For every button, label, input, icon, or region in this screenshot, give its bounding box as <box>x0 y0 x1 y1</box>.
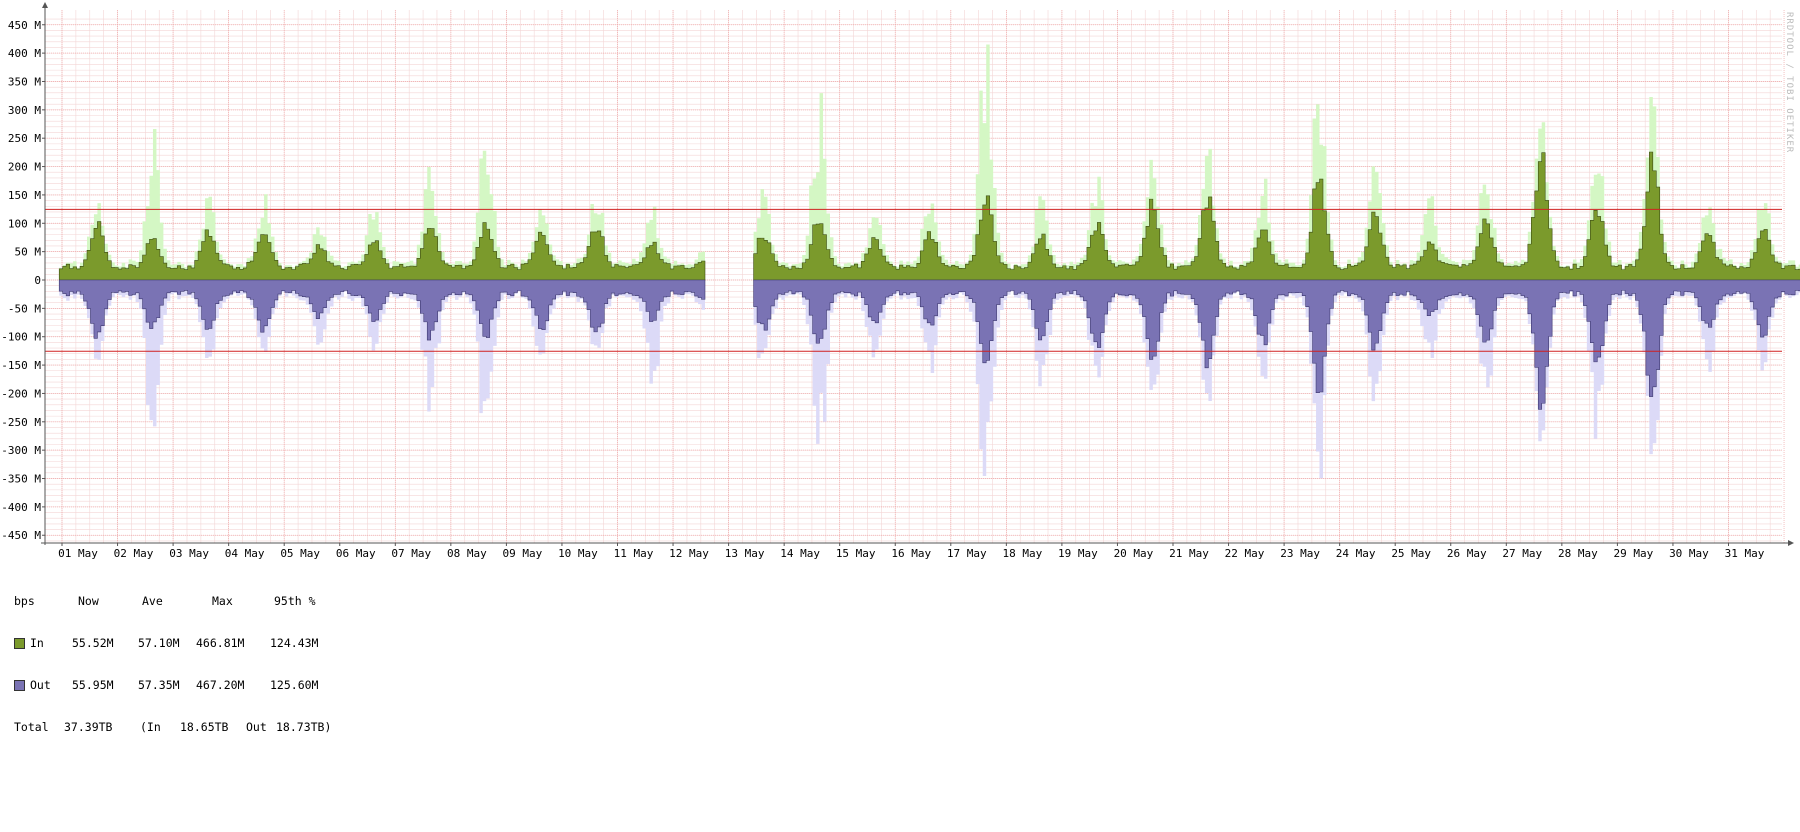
x-tick-label: 21 May <box>1169 547 1209 560</box>
in-avg-area <box>58 221 706 281</box>
rrdtool-watermark: RRDTOOL / TOBI OETIKER <box>1784 12 1794 154</box>
legend: bps Now Ave Max 95th % In 55.52M 57.10M … <box>14 566 331 748</box>
x-tick-label: 05 May <box>280 547 320 560</box>
x-tick-label: 03 May <box>169 547 209 560</box>
out-avg-area <box>753 279 1800 410</box>
y-tick-label: -100 M <box>1 331 41 344</box>
x-tick-label: 24 May <box>1336 547 1376 560</box>
y-tick-label: -200 M <box>1 387 41 400</box>
in-label: In <box>30 636 44 650</box>
out-swatch <box>14 680 25 691</box>
out-now: 55.95M <box>72 678 114 692</box>
x-tick-label: 15 May <box>836 547 876 560</box>
legend-row-out: Out 55.95M 57.35M 467.20M 125.60M <box>14 678 318 692</box>
y-tick-label: 50 M <box>15 246 42 259</box>
y-tick-label: 0 <box>34 274 41 287</box>
in-ave: 57.10M <box>138 636 180 650</box>
legend-header: bps Now Ave Max 95th % <box>14 594 316 608</box>
y-tick-label: -250 M <box>1 416 41 429</box>
x-tick-label: 09 May <box>503 547 543 560</box>
out-max: 467.20M <box>196 678 245 692</box>
in-max: 466.81M <box>196 636 245 650</box>
y-tick-label: -50 M <box>8 302 41 315</box>
x-tick-label: 13 May <box>725 547 765 560</box>
y-axis-arrow <box>42 2 48 8</box>
x-tick-label: 16 May <box>891 547 931 560</box>
x-tick-label: 07 May <box>391 547 431 560</box>
x-tick-labels: 01 May 02 May 03 May 04 May 05 May 06 May 07 M… <box>58 547 1765 560</box>
x-tick-label: 26 May <box>1447 547 1487 560</box>
x-tick-label: 28 May <box>1558 547 1598 560</box>
total-value: 37.39TB <box>64 720 113 734</box>
total-in-label: (In <box>140 720 161 734</box>
in-swatch <box>14 638 25 649</box>
total-label: Total <box>14 720 49 734</box>
x-tick-label: 25 May <box>1391 547 1431 560</box>
y-tick-label: 200 M <box>8 161 41 174</box>
out-avg-area <box>58 279 706 341</box>
x-axis-arrow <box>1788 540 1794 546</box>
y-tick-label: 100 M <box>8 217 41 230</box>
y-tick-label: -400 M <box>1 501 41 514</box>
traffic-chart: -450 M -400 M -350 M -300 M -250 M -200 M -150… <box>1 2 1800 560</box>
in-now: 55.52M <box>72 636 114 650</box>
y-tick-label: 150 M <box>8 189 41 202</box>
legend-row-total: Total 37.39TB (In 18.65TB Out 18.73TB) <box>14 720 331 734</box>
x-tick-label: 08 May <box>447 547 487 560</box>
legend-header-max: Max <box>212 594 233 608</box>
x-tick-label: 19 May <box>1058 547 1098 560</box>
x-tick-label: 06 May <box>336 547 376 560</box>
x-tick-label: 14 May <box>780 547 820 560</box>
total-out-label: Out <box>246 720 267 734</box>
y-tick-label: 250 M <box>8 132 41 145</box>
x-tick-label: 18 May <box>1002 547 1042 560</box>
x-tick-label: 01 May <box>58 547 98 560</box>
x-tick-label: 29 May <box>1614 547 1654 560</box>
out-label: Out <box>30 678 51 692</box>
x-tick-label: 10 May <box>558 547 598 560</box>
x-tick-label: 12 May <box>669 547 709 560</box>
legend-header-p95: 95th % <box>274 594 316 608</box>
y-tick-label: 350 M <box>8 75 41 88</box>
percentile-lines <box>45 208 1782 352</box>
x-tick-label: 11 May <box>614 547 654 560</box>
y-tick-label: -450 M <box>1 529 41 542</box>
y-tick-label: 400 M <box>8 47 41 60</box>
x-tick-label: 04 May <box>225 547 265 560</box>
legend-unit: bps <box>14 594 35 608</box>
legend-header-ave: Ave <box>142 594 163 608</box>
x-tick-label: 20 May <box>1114 547 1154 560</box>
x-tick-label: 30 May <box>1669 547 1709 560</box>
total-out-value: 18.73TB) <box>276 720 332 734</box>
x-tick-label: 31 May <box>1725 547 1765 560</box>
x-tick-label: 02 May <box>114 547 154 560</box>
in-p95: 124.43M <box>270 636 319 650</box>
y-tick-labels: -450 M -400 M -350 M -300 M -250 M -200 M -150… <box>1 19 41 542</box>
out-ave: 57.35M <box>138 678 180 692</box>
y-tick-label: 450 M <box>8 19 41 32</box>
in-avg-area <box>753 151 1800 281</box>
x-tick-label: 22 May <box>1225 547 1265 560</box>
y-tick-label: -300 M <box>1 444 41 457</box>
y-tick-label: -350 M <box>1 473 41 486</box>
traffic-areas <box>58 44 1800 479</box>
x-tick-label: 17 May <box>947 547 987 560</box>
x-tick-label: 27 May <box>1502 547 1542 560</box>
x-tick-label: 23 May <box>1280 547 1320 560</box>
legend-row-in: In 55.52M 57.10M 466.81M 124.43M <box>14 636 318 650</box>
y-tick-label: -150 M <box>1 359 41 372</box>
total-in-value: 18.65TB <box>180 720 229 734</box>
legend-header-now: Now <box>78 594 99 608</box>
out-p95: 125.60M <box>270 678 319 692</box>
axes <box>41 2 1794 546</box>
y-tick-label: 300 M <box>8 104 41 117</box>
